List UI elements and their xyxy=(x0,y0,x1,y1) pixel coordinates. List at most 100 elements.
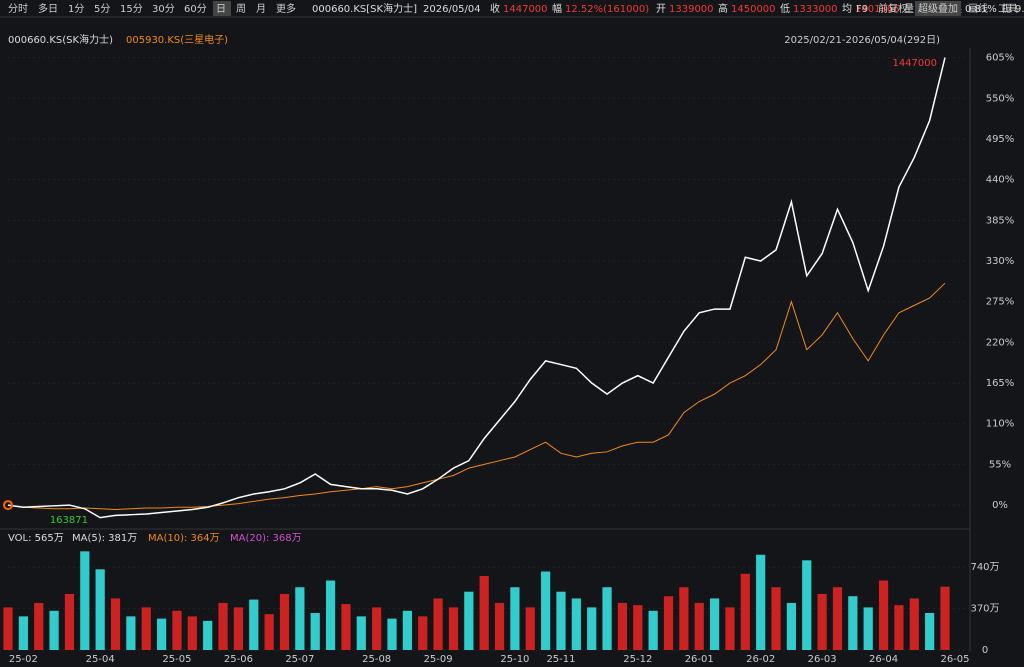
volume-bar xyxy=(648,610,658,650)
volume-header: VOL: 565万 xyxy=(8,533,64,544)
y-tick-label: 740万 xyxy=(970,562,999,573)
volume-bar xyxy=(372,607,382,650)
button-active xyxy=(915,1,961,16)
quote-field: 均 xyxy=(842,3,852,15)
tab[interactable]: 60分 xyxy=(184,3,207,15)
volume-bar xyxy=(187,616,197,650)
y-tick-label: 0% xyxy=(992,500,1008,511)
y-tick-label: 605% xyxy=(986,53,1015,64)
x-tick-label: 25-09 xyxy=(424,654,453,665)
toolbar-button[interactable]: 工具 xyxy=(998,3,1018,15)
price-line xyxy=(7,282,946,511)
toolbar-button[interactable]: 画线 xyxy=(968,2,988,15)
x-tick-label: 25-05 xyxy=(162,654,191,665)
tab[interactable]: 1分 xyxy=(68,3,84,15)
volume-header: MA(5): 381万 xyxy=(72,533,137,544)
volume-bar xyxy=(725,607,735,650)
volume-header: MA(20): 368万 xyxy=(230,533,302,544)
tab[interactable]: 周 xyxy=(236,3,246,15)
x-tick-label: 26-05 xyxy=(940,654,969,665)
quote-field: 1339000 xyxy=(669,4,714,15)
legend-entry: 005930.KS(三星电子) xyxy=(126,33,228,46)
toolbar-button[interactable]: 前复权 xyxy=(878,2,908,15)
volume-bar xyxy=(341,604,351,650)
range-label: 2025/02/21-2026/05/04(292日) xyxy=(784,35,940,46)
quote-field: 1450000 xyxy=(731,4,776,15)
tab[interactable]: 分时 xyxy=(8,3,28,15)
y-tick-label: 55% xyxy=(989,459,1011,470)
tab-active xyxy=(213,1,231,16)
tab[interactable]: 月 xyxy=(256,3,266,15)
volume-bar xyxy=(571,598,581,650)
y-tick-label: 385% xyxy=(986,215,1015,226)
tab[interactable]: 30分 xyxy=(152,3,175,15)
quote-field: 低 xyxy=(780,2,790,15)
volume-bar xyxy=(448,607,459,650)
x-tick-label: 25-02 xyxy=(9,654,38,665)
volume-bar xyxy=(771,587,781,650)
y-tick-label: 330% xyxy=(986,256,1015,267)
quote-field: 幅 xyxy=(552,2,562,15)
tab[interactable]: 15分 xyxy=(120,3,143,15)
y-tick-label: 275% xyxy=(986,297,1015,308)
y-tick-label: 550% xyxy=(986,93,1015,104)
volume-bar xyxy=(249,599,259,650)
quote-field: 0.81% xyxy=(965,4,997,15)
volume-bar xyxy=(172,610,182,650)
volume-bar xyxy=(925,613,935,650)
volume-bar xyxy=(709,598,720,650)
volume-bar xyxy=(740,573,750,650)
quote-field: 2026/05/04 xyxy=(423,4,481,15)
legend-entry: 000660.KS(SK海力士) xyxy=(8,33,113,46)
quote-field: 振 xyxy=(1002,2,1012,15)
y-tick-label: 0 xyxy=(982,645,988,656)
volume-bar xyxy=(556,591,566,650)
quote-field: 12.52%(161000) xyxy=(565,4,649,15)
volume-bar xyxy=(878,580,889,650)
volume-bar xyxy=(387,618,397,650)
y-tick-label: 220% xyxy=(986,337,1015,348)
quote-field: 1447000 xyxy=(503,4,548,15)
volume-bar xyxy=(356,616,366,650)
quote-field: 收 xyxy=(490,2,500,15)
volume-bar xyxy=(3,607,13,650)
toolbar-button[interactable]: F9 xyxy=(856,4,868,15)
volume-bar xyxy=(295,587,305,650)
start-marker xyxy=(3,500,13,511)
volume-bar xyxy=(494,602,505,650)
volume-bar xyxy=(663,596,674,650)
quote-field: 9.10% xyxy=(1015,4,1024,15)
volume-bar xyxy=(633,605,643,650)
volume-bar xyxy=(126,616,136,650)
volume-bar xyxy=(418,616,428,650)
tab[interactable]: 5分 xyxy=(94,3,110,15)
quote-field: 开 xyxy=(656,4,666,15)
x-tick-label: 25-07 xyxy=(285,654,314,665)
x-tick-label: 25-08 xyxy=(362,654,391,665)
y-tick-label: 440% xyxy=(986,175,1015,186)
x-tick-label: 26-02 xyxy=(746,654,775,665)
volume-bar xyxy=(141,607,151,650)
tab[interactable]: 多日 xyxy=(38,2,58,15)
toolbar-button[interactable]: 超级叠加 xyxy=(918,2,958,15)
volume-bar xyxy=(602,587,612,650)
y-tick-label: 495% xyxy=(986,134,1015,145)
tab[interactable]: 日 xyxy=(216,4,226,15)
volume-bar xyxy=(940,586,950,650)
volume-bar xyxy=(525,607,535,650)
volume-bar xyxy=(18,616,28,650)
volume-bar xyxy=(479,576,489,650)
volume-bar xyxy=(95,569,105,650)
volume-bar xyxy=(110,598,121,650)
y-tick-label: 370万 xyxy=(970,604,999,615)
min-annotation: 163871 xyxy=(50,515,88,526)
volume-bar xyxy=(310,613,320,650)
volume-bar xyxy=(679,587,689,650)
x-tick-label: 25-04 xyxy=(86,654,115,665)
tab[interactable]: 更多 xyxy=(276,2,296,15)
x-tick-label: 26-01 xyxy=(685,654,714,665)
y-tick-label: 110% xyxy=(986,419,1015,430)
volume-bar xyxy=(894,605,904,650)
volume-bar xyxy=(49,610,59,650)
